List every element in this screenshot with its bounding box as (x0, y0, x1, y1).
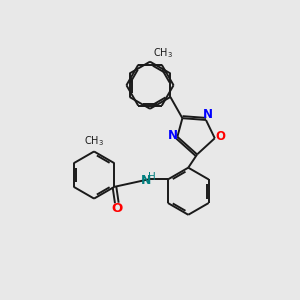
Text: N: N (202, 108, 212, 121)
Text: CH$_3$: CH$_3$ (84, 134, 104, 148)
Text: O: O (111, 202, 122, 215)
Text: N: N (167, 129, 177, 142)
Text: CH$_3$: CH$_3$ (153, 46, 173, 60)
Text: O: O (215, 130, 225, 143)
Text: N: N (141, 174, 151, 188)
Text: H: H (148, 172, 156, 182)
